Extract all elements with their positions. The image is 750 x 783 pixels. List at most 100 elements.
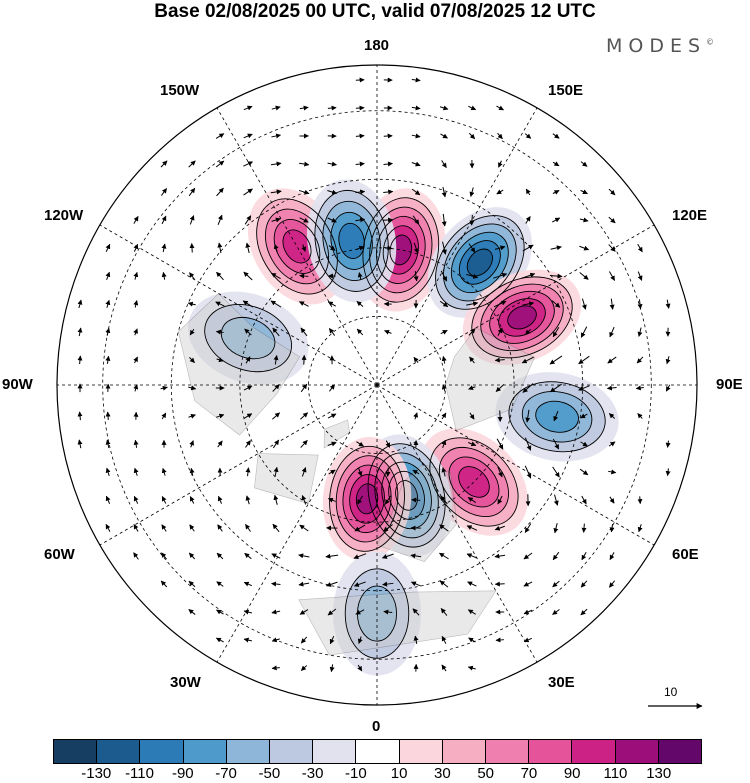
wind-vector xyxy=(413,271,419,282)
wind-vector xyxy=(439,105,449,111)
wind-vector xyxy=(105,411,111,420)
wind-vector xyxy=(608,188,616,196)
wind-vector xyxy=(328,384,336,392)
wind-vector xyxy=(243,271,253,281)
wind-vector xyxy=(579,272,589,280)
wind-vector xyxy=(606,385,617,391)
wind-vector xyxy=(271,609,281,615)
wind-vector xyxy=(581,298,587,310)
wind-vector xyxy=(327,161,337,167)
wind-vector xyxy=(353,553,367,560)
wind-vector xyxy=(412,608,420,616)
brand-name: MODES xyxy=(606,35,707,57)
wind-vector xyxy=(243,161,254,167)
anomaly-shading xyxy=(338,223,365,259)
wind-vector xyxy=(133,552,139,560)
lon-label-60e: 60E xyxy=(672,546,699,563)
wind-vector xyxy=(161,215,167,225)
wind-vector xyxy=(468,441,477,447)
wind-vector xyxy=(552,580,560,588)
wind-vector xyxy=(413,412,419,420)
anomaly-shading xyxy=(282,229,312,264)
wind-vector xyxy=(300,636,308,644)
wind-vector xyxy=(581,551,587,561)
wind-vector xyxy=(524,465,532,479)
wind-vector xyxy=(384,495,392,505)
wind-vector xyxy=(493,272,508,279)
wind-vector xyxy=(298,581,310,587)
wind-vector xyxy=(552,438,560,450)
wind-vector xyxy=(272,439,280,449)
wind-vector xyxy=(355,161,365,167)
wind-vector xyxy=(637,271,643,281)
wind-vector xyxy=(608,441,616,447)
colorbar-tick-label: -10 xyxy=(345,765,367,782)
wind-vector xyxy=(608,216,616,224)
meridian-line xyxy=(376,384,655,546)
wind-vector xyxy=(522,244,534,252)
copyright-mark: © xyxy=(706,37,715,47)
wind-vector xyxy=(299,217,309,223)
anomaly-contour xyxy=(443,223,517,302)
lon-label-120w: 120W xyxy=(44,207,84,224)
colorbar-tick-label: 30 xyxy=(434,765,451,782)
wind-vector xyxy=(327,105,337,111)
wind-vector xyxy=(327,217,337,223)
wind-vector xyxy=(328,469,336,475)
wind-vector xyxy=(580,580,588,588)
wind-vector xyxy=(413,635,419,645)
anomaly-contour xyxy=(450,231,509,294)
wind-vector xyxy=(243,385,253,391)
anomaly-contour xyxy=(508,381,606,453)
lon-label-0: 0 xyxy=(372,718,381,735)
wind-vector xyxy=(271,105,281,111)
wind-vector xyxy=(552,133,560,139)
wind-vector xyxy=(609,552,615,561)
wind-vector xyxy=(441,384,447,392)
lon-label-150w: 150W xyxy=(160,82,200,99)
wind-vector xyxy=(245,467,251,477)
anomaly-contour xyxy=(355,483,379,515)
wind-vector xyxy=(105,467,111,477)
colorbar-cell xyxy=(313,740,357,763)
wind-vector xyxy=(161,467,167,476)
wind-vector xyxy=(327,413,337,419)
meridian-line xyxy=(216,107,378,386)
wind-vector xyxy=(217,242,223,254)
wind-vector xyxy=(469,214,475,226)
wind-vector xyxy=(271,217,281,223)
wind-vector xyxy=(384,245,393,251)
lon-label-90w: 90W xyxy=(2,376,33,393)
wind-vector xyxy=(466,553,478,559)
meridian-line xyxy=(99,384,378,546)
anomaly-contour xyxy=(535,400,579,433)
wind-vector xyxy=(383,609,393,615)
wind-vector xyxy=(411,497,421,503)
wind-vector xyxy=(523,609,533,615)
wind-vector xyxy=(523,552,533,560)
wind-vector xyxy=(217,440,223,448)
wind-vector xyxy=(441,664,447,672)
wind-vector xyxy=(467,665,476,671)
wind-vector xyxy=(496,105,504,111)
wind-vector xyxy=(245,440,251,448)
wind-vector xyxy=(468,385,476,391)
wind-vector xyxy=(382,581,394,587)
wind-vector xyxy=(105,299,111,308)
colorbar-tick-label: 130 xyxy=(646,765,672,782)
wind-vector xyxy=(552,551,560,561)
wind-vector xyxy=(298,301,309,307)
colorbar-tick-label: 110 xyxy=(603,765,628,782)
wind-vector xyxy=(188,609,196,615)
wind-vector xyxy=(355,105,365,111)
wind-vector xyxy=(77,327,83,337)
anomaly-shading xyxy=(458,466,490,498)
colorbar-cell xyxy=(399,740,443,763)
wind-vector xyxy=(439,580,449,588)
wind-vector xyxy=(441,213,447,227)
wind-vector xyxy=(327,189,338,195)
wind-vector xyxy=(665,356,671,365)
anomaly-contour xyxy=(282,229,312,264)
wind-vector xyxy=(382,524,393,532)
wind-vector xyxy=(188,160,196,168)
